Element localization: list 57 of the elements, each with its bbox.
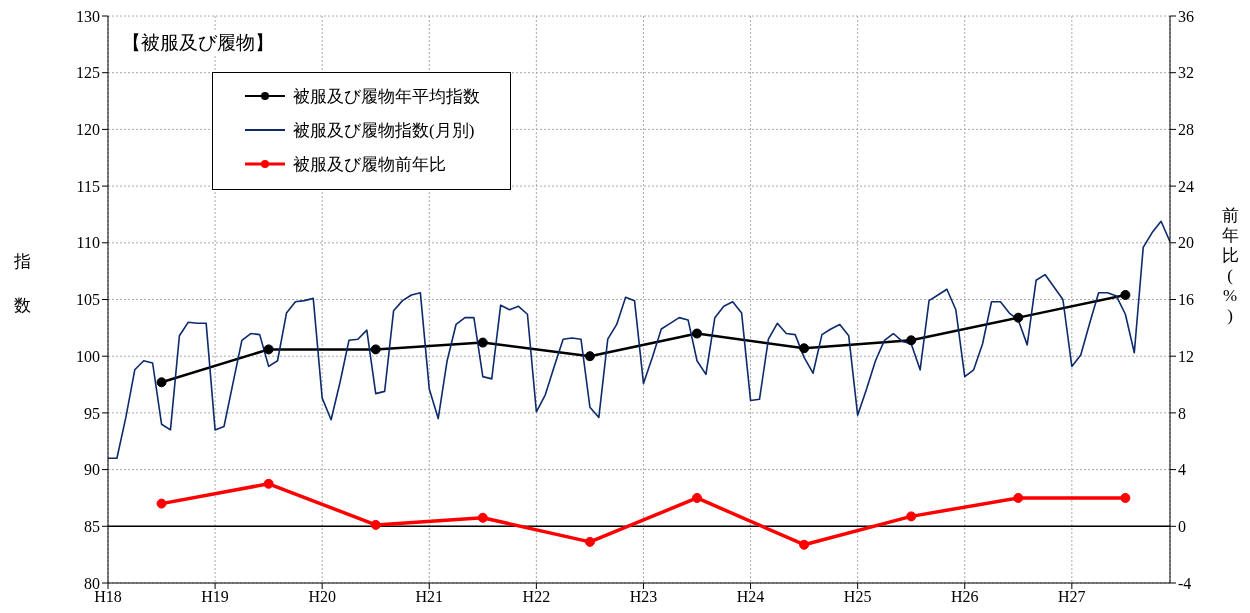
point	[477, 337, 488, 348]
point	[584, 351, 595, 362]
text: 指数	[13, 252, 31, 315]
point	[477, 512, 488, 523]
x-tick-label: H21	[415, 588, 444, 606]
point	[156, 377, 167, 388]
x-tick-label: H27	[1058, 588, 1086, 606]
x-tick-label: H26	[950, 588, 979, 606]
annotation: 【被服及び履物】	[122, 30, 274, 56]
y-tick-label: 120	[76, 121, 100, 139]
y2-tick-label: 36	[1178, 7, 1194, 25]
y2-tick-label: 4	[1178, 461, 1186, 479]
y2-tick-label: 0	[1178, 517, 1186, 535]
point	[1120, 492, 1131, 503]
y-tick-label: 125	[76, 64, 100, 82]
point	[692, 492, 703, 503]
y-tick-label: 100	[76, 347, 100, 365]
line-series	[108, 220, 1170, 460]
x-tick-label: H22	[522, 588, 551, 606]
x-tick-label: H19	[201, 588, 229, 606]
x-tick-label: H24	[736, 588, 765, 606]
y2-axis-title: 前年比(%)	[1220, 206, 1240, 326]
point	[584, 536, 595, 547]
point	[906, 335, 917, 346]
y2-tick-label: 8	[1178, 404, 1186, 422]
y-tick-label: 95	[84, 404, 100, 422]
y-tick-label: 110	[76, 234, 100, 252]
legend-label: 被服及び履物年平均指数	[293, 85, 480, 108]
legend-label: 被服及び履物指数(月別)	[293, 119, 475, 142]
point	[1013, 492, 1024, 503]
y-tick-label: 115	[76, 177, 100, 195]
x-tick-label: H25	[843, 588, 872, 606]
legend-label: 被服及び履物前年比	[293, 153, 446, 176]
y2-tick-label: 20	[1178, 234, 1194, 252]
y-tick-label: 130	[76, 7, 100, 25]
point	[1120, 289, 1131, 300]
y-tick-label: 105	[76, 291, 100, 309]
y-tick-label: 90	[84, 461, 100, 479]
point	[799, 539, 810, 550]
point	[263, 344, 274, 355]
point	[370, 519, 381, 530]
point	[906, 511, 917, 522]
point	[156, 498, 167, 509]
y2-tick-label: 32	[1178, 64, 1194, 82]
point	[692, 328, 703, 339]
y-tick-label: 85	[84, 517, 100, 535]
point	[370, 344, 381, 355]
y2-tick-label: 16	[1178, 291, 1194, 309]
y2-tick-label: 28	[1178, 121, 1194, 139]
point	[799, 343, 810, 354]
point	[1013, 312, 1024, 323]
y2-tick-label: 12	[1178, 347, 1194, 365]
y2-tick-label: 24	[1178, 177, 1194, 195]
x-tick-label: H23	[629, 588, 658, 606]
x-tick-label: H20	[308, 588, 336, 606]
y2-tick-label: -4	[1178, 574, 1192, 592]
point	[263, 478, 274, 489]
